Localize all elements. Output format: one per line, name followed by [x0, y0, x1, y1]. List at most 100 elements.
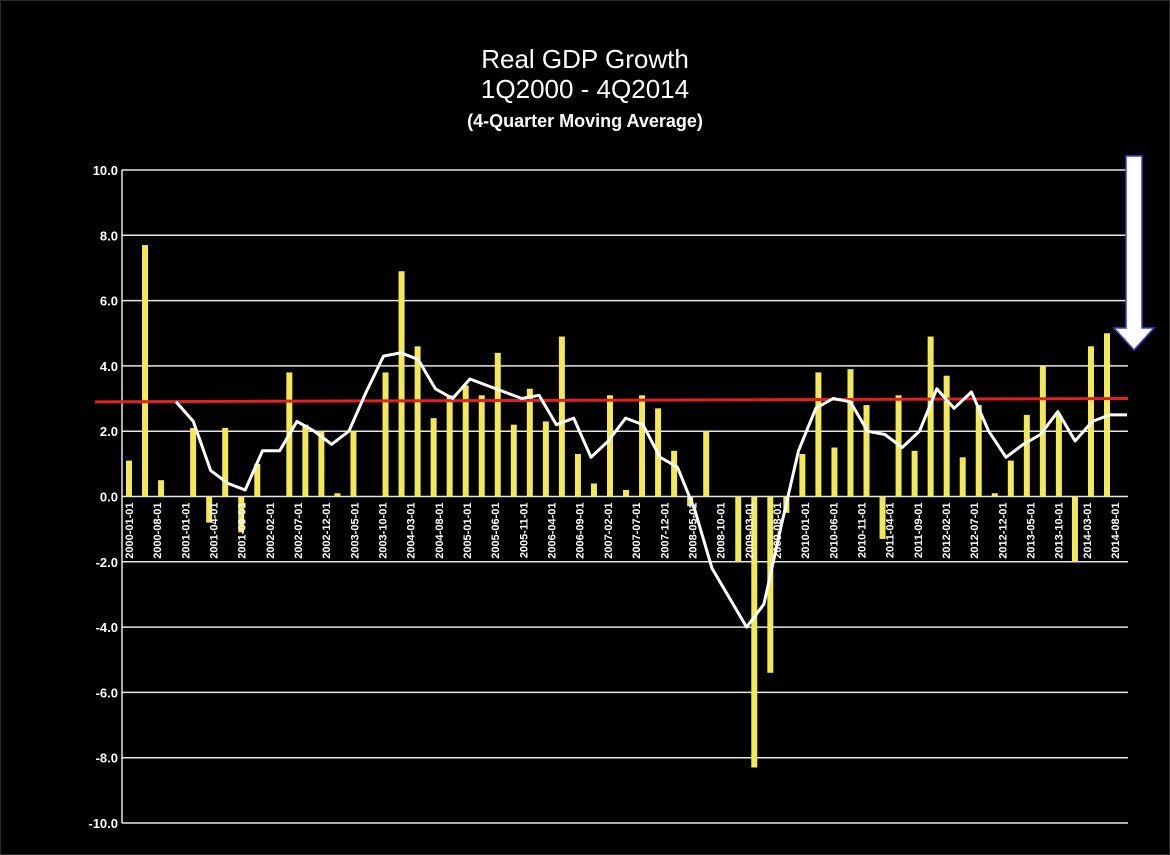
chart-subtitle: 1Q2000 - 4Q2014 [480, 74, 690, 104]
bar [751, 496, 758, 768]
x-tick-label: 2013-10-01 [1054, 503, 1066, 559]
bar [863, 405, 870, 497]
bar [767, 496, 774, 673]
bar [975, 405, 982, 497]
bar [574, 454, 581, 497]
bar [703, 431, 710, 497]
bar [606, 395, 613, 497]
y-tick-label: 8.0 [100, 228, 118, 243]
x-tick-label: 2009-08-01 [772, 503, 784, 559]
chart-title: Real GDP Growth [481, 44, 689, 74]
y-tick-label: 0.0 [100, 490, 118, 505]
bar [815, 372, 822, 497]
bar [494, 352, 501, 497]
bar [126, 460, 132, 497]
bar [847, 369, 854, 497]
chart-subtitle-2: (4-Quarter Moving Average) [467, 111, 703, 131]
x-tick-label: 2010-01-01 [800, 503, 812, 559]
bar [462, 385, 469, 497]
x-tick-label: 2013-05-01 [1025, 503, 1037, 559]
bar [671, 450, 678, 497]
bar [590, 483, 597, 497]
x-tick-label: 2002-02-01 [265, 503, 277, 559]
y-tick-label: 10.0 [93, 163, 118, 178]
bar [446, 395, 453, 497]
x-tick-label: 2003-05-01 [349, 503, 361, 559]
bar [222, 427, 229, 497]
bar [991, 493, 998, 497]
bar [318, 431, 325, 497]
bar [831, 447, 838, 497]
x-tick-label: 2006-04-01 [547, 503, 559, 559]
x-tick-label: 2005-01-01 [462, 503, 474, 559]
bar [398, 271, 405, 497]
y-tick-label: -8.0 [96, 751, 118, 766]
bar [879, 496, 886, 539]
bar [735, 496, 742, 562]
bar [1007, 460, 1014, 497]
bar [911, 450, 918, 497]
x-tick-label: 2005-11-01 [518, 503, 530, 559]
x-tick-label: 2012-02-01 [941, 503, 953, 559]
bar [799, 454, 806, 497]
bar [190, 427, 197, 497]
down-arrow-icon [1112, 155, 1156, 352]
bar [238, 496, 245, 533]
bar [623, 489, 630, 497]
bar [158, 480, 165, 497]
reference-line [94, 397, 1129, 404]
bar [1071, 496, 1078, 562]
bar [334, 493, 341, 497]
y-tick-label: 6.0 [100, 294, 118, 309]
x-tick-label: 2012-07-01 [969, 502, 981, 558]
bar [430, 418, 437, 497]
chart-titles: Real GDP Growth 1Q2000 - 4Q2014 (4-Quart… [0, 44, 1170, 136]
x-tick-label: 2002-12-01 [321, 503, 333, 559]
y-tick-label: -6.0 [96, 685, 118, 700]
x-tick-label: 2008-05-01 [687, 503, 699, 559]
bar [478, 395, 485, 497]
x-tick-label: 2008-10-01 [716, 503, 728, 559]
x-tick-label: 2011-04-01 [885, 503, 897, 559]
x-tick-label: 2007-07-01 [631, 503, 643, 559]
bar [943, 375, 950, 497]
moving-average-line [174, 351, 1127, 629]
bar [302, 424, 309, 497]
y-tick-label: -2.0 [96, 555, 118, 570]
bar [510, 424, 517, 497]
bar [142, 245, 149, 497]
x-tick-label: 2001-09-01 [237, 503, 249, 559]
x-tick-label: 2001-01-01 [180, 503, 192, 559]
bar [382, 372, 389, 497]
x-tick-label: 2007-02-01 [603, 503, 615, 559]
x-tick-label: 2014-03-01 [1082, 503, 1094, 559]
bar [1023, 414, 1030, 497]
x-tick-label: 2011-09-01 [913, 503, 925, 559]
x-tick-label: 2012-12-01 [997, 502, 1009, 558]
x-tick-label: 2000-01-01 [124, 503, 136, 559]
y-tick-label: -4.0 [96, 620, 118, 635]
x-tick-label: 2009-03-01 [744, 503, 756, 559]
x-tick-label: 2002-07-01 [293, 503, 305, 559]
bar [558, 336, 565, 497]
bar [254, 463, 261, 497]
x-tick-label: 2000-08-01 [152, 503, 164, 559]
bar [542, 421, 549, 497]
bar [526, 388, 533, 497]
x-tick-label: 2004-03-01 [406, 503, 418, 559]
bar [927, 336, 934, 497]
y-tick-label: 2.0 [100, 424, 118, 439]
y-tick-label: 4.0 [100, 359, 118, 374]
bar [1055, 414, 1062, 497]
x-tick-label: 2004-08-01 [434, 503, 446, 559]
x-tick-label: 2001-04-01 [209, 503, 221, 559]
x-tick-label: 2010-11-01 [856, 503, 868, 559]
bar [639, 395, 646, 497]
x-tick-label: 2005-06-01 [490, 503, 502, 559]
y-tick-label: -10.0 [88, 816, 118, 831]
bar [350, 431, 357, 497]
x-tick-label: 2006-09-01 [575, 503, 587, 559]
bar [414, 346, 421, 497]
bar [959, 457, 966, 497]
